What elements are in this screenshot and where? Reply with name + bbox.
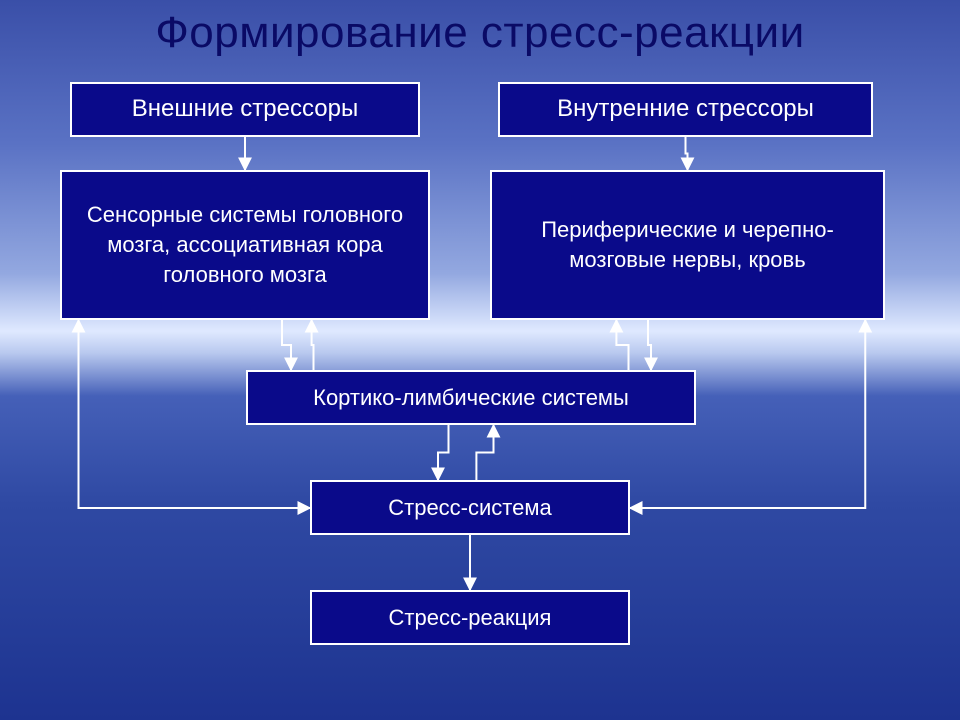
- node-stress-reaction: Стресс-реакция: [310, 590, 630, 645]
- node-label: Стресс-система: [388, 493, 551, 523]
- edge: [616, 320, 628, 370]
- slide-stage: Формирование стресс-реакции Внешние стре…: [0, 0, 960, 720]
- edge: [476, 425, 493, 480]
- node-stress-system: Стресс-система: [310, 480, 630, 535]
- node-cortico-limbic: Кортико-лимбические системы: [246, 370, 696, 425]
- node-peripheral-nerves: Периферические и черепно-мозговые нервы,…: [490, 170, 885, 320]
- edge: [282, 320, 291, 370]
- node-label: Внутренние стрессоры: [557, 93, 814, 125]
- node-label: Сенсорные системы головного мозга, ассоц…: [72, 200, 418, 289]
- node-external-stressors: Внешние стрессоры: [70, 82, 420, 137]
- edge: [686, 137, 688, 170]
- slide-title: Формирование стресс-реакции: [0, 8, 960, 58]
- edge: [438, 425, 449, 480]
- node-label: Кортико-лимбические системы: [313, 383, 629, 413]
- node-sensory-systems: Сенсорные системы головного мозга, ассоц…: [60, 170, 430, 320]
- edge: [648, 320, 651, 370]
- node-label: Внешние стрессоры: [132, 93, 358, 125]
- node-internal-stressors: Внутренние стрессоры: [498, 82, 873, 137]
- node-label: Периферические и черепно-мозговые нервы,…: [502, 215, 873, 274]
- edge: [312, 320, 314, 370]
- node-label: Стресс-реакция: [389, 603, 552, 633]
